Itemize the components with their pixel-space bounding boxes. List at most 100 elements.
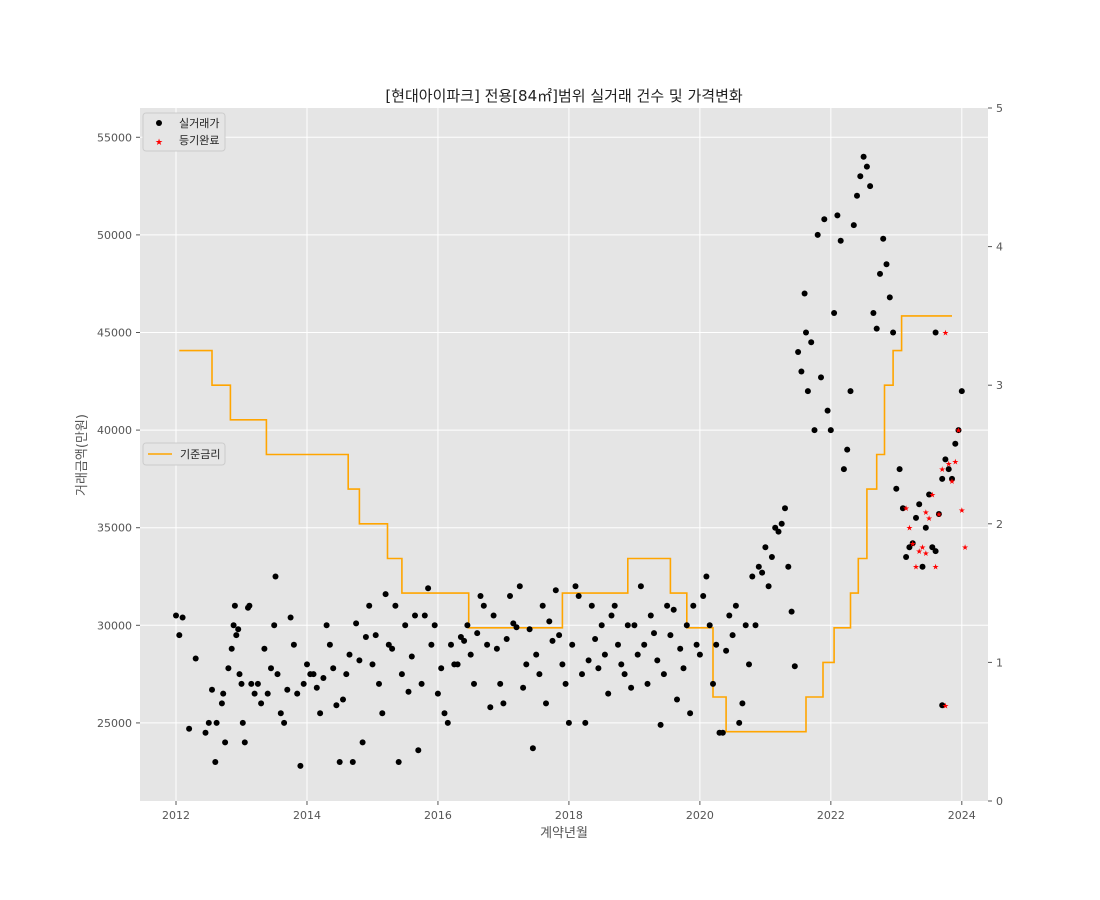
trade-point — [454, 661, 461, 668]
y-tick-label: 35000 — [97, 522, 132, 535]
x-axis-label: 계약년월 — [540, 826, 588, 841]
trade-point — [906, 544, 913, 551]
trade-point — [246, 602, 253, 609]
trade-point — [746, 661, 752, 668]
trade-point — [742, 622, 749, 629]
trade-point — [719, 729, 726, 736]
trade-point — [867, 183, 874, 190]
trade-point — [516, 583, 523, 590]
trade-point — [552, 587, 559, 594]
trade-point — [592, 636, 599, 642]
trade-point — [690, 602, 697, 609]
trade-point — [660, 671, 667, 678]
trade-point — [821, 216, 828, 223]
trade-point — [729, 632, 736, 639]
trade-point — [218, 700, 225, 707]
trade-point — [958, 388, 965, 395]
rate-step-path — [179, 315, 952, 733]
trade-point — [759, 569, 766, 576]
legend-trades-marker — [156, 120, 162, 126]
trade-point — [641, 641, 648, 648]
trade-point — [565, 719, 572, 726]
trade-point — [834, 212, 841, 219]
trade-point — [304, 661, 310, 668]
trade-point — [952, 440, 959, 447]
trade-point — [575, 593, 582, 599]
trade-point — [837, 237, 844, 244]
trade-point — [349, 759, 356, 765]
trade-point — [939, 475, 946, 482]
trade-point — [326, 641, 333, 648]
trade-point — [222, 739, 229, 746]
trade-point — [225, 665, 232, 672]
trade-point — [703, 573, 710, 580]
trade-point — [569, 641, 576, 648]
x-tick-label: 2022 — [817, 809, 845, 822]
trade-point — [791, 663, 798, 670]
trade-point — [441, 710, 448, 717]
trade-point — [562, 680, 569, 687]
trade-point — [497, 680, 504, 687]
trade-point — [503, 636, 510, 642]
trade-point — [752, 622, 759, 629]
trade-point — [281, 719, 288, 726]
registered-point: ★ — [945, 459, 952, 468]
y2-tick-label: 1 — [996, 656, 1003, 669]
legend-rate-box — [142, 442, 226, 466]
trade-point — [945, 466, 952, 473]
legend-registered-marker: ★ — [155, 138, 163, 148]
trade-point — [903, 554, 910, 560]
trade-point — [824, 407, 831, 414]
registered-point: ★ — [909, 539, 916, 548]
trade-point — [405, 688, 412, 695]
registered-point: ★ — [916, 547, 923, 556]
trade-point — [611, 602, 618, 609]
y-axis-label: 거래금액(만원) — [75, 414, 90, 496]
y-tick-label: 45000 — [97, 326, 132, 339]
trade-point — [356, 657, 363, 664]
trade-point — [634, 651, 641, 658]
trade-point — [677, 645, 684, 652]
x-tick-label: 2024 — [948, 809, 976, 822]
trade-point — [471, 680, 477, 687]
trade-point — [778, 520, 785, 527]
trade-point — [248, 680, 255, 687]
trade-point — [693, 641, 700, 648]
trade-point — [935, 511, 942, 517]
trade-point — [732, 602, 739, 609]
trade-point — [723, 647, 730, 654]
registered-point: ★ — [912, 563, 919, 572]
trade-point — [768, 554, 775, 560]
registered-point: ★ — [919, 543, 926, 552]
trade-point — [186, 725, 193, 732]
trade-point — [631, 622, 638, 629]
legend-registered-label: 등기완료 — [179, 134, 219, 147]
trade-point — [860, 153, 867, 160]
trade-point — [228, 645, 235, 652]
trade-point — [212, 759, 219, 765]
trade-point — [546, 618, 553, 625]
trade-point — [487, 704, 494, 711]
trade-point — [739, 700, 746, 707]
trade-point — [873, 325, 880, 332]
trade-point — [526, 626, 533, 633]
registered-point: ★ — [922, 549, 929, 558]
trade-point — [264, 690, 271, 697]
trade-point — [412, 612, 418, 619]
trade-point — [615, 641, 621, 648]
registered-point: ★ — [922, 508, 929, 517]
trade-point — [300, 680, 307, 687]
trade-point — [549, 637, 556, 644]
trade-point — [854, 192, 860, 199]
trade-point — [500, 700, 507, 707]
registered-points: ★★★★★★★★★★★★★★★★★★★★★ — [903, 329, 969, 711]
trade-point — [366, 602, 373, 609]
x-axis-ticks: 2012 2014 2016 2018 2020 2022 2024 — [162, 801, 976, 822]
trade-point — [674, 696, 680, 703]
trade-point — [755, 563, 762, 570]
trade-point — [863, 163, 870, 170]
trade-point — [601, 651, 608, 658]
trade-point — [582, 719, 589, 726]
trade-point — [272, 573, 279, 580]
